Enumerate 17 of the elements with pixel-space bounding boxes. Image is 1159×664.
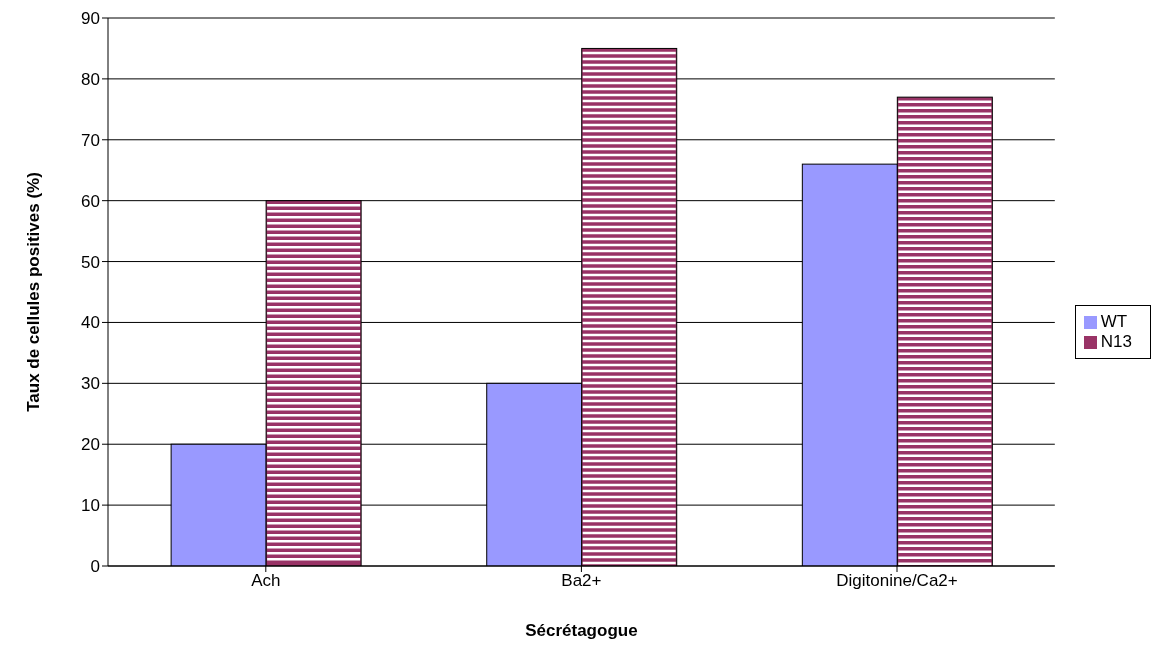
x-axis-title: Sécrétagogue — [525, 621, 638, 640]
x-tick-label: Ach — [251, 571, 281, 591]
y-tick-label: 70 — [81, 130, 100, 150]
y-tick-label: 60 — [81, 191, 100, 211]
x-tick-label: Digitonine/Ca2+ — [836, 571, 958, 591]
y-tick-label: 90 — [81, 9, 100, 29]
y-tick-label: 40 — [81, 313, 100, 333]
y-tick-label: 20 — [81, 435, 100, 455]
y-tick-label: 80 — [81, 69, 100, 89]
y-tick-label: 10 — [81, 496, 100, 516]
x-tick-label: Ba2+ — [561, 571, 602, 591]
y-tick-label: 50 — [81, 252, 100, 272]
legend-label: WT — [1100, 312, 1128, 331]
y-axis-title: Taux de cellules positives (%) — [24, 172, 44, 412]
legend-label: N13 — [1100, 332, 1132, 351]
y-tick-label: 0 — [90, 557, 100, 577]
y-tick-label: 30 — [81, 374, 100, 394]
